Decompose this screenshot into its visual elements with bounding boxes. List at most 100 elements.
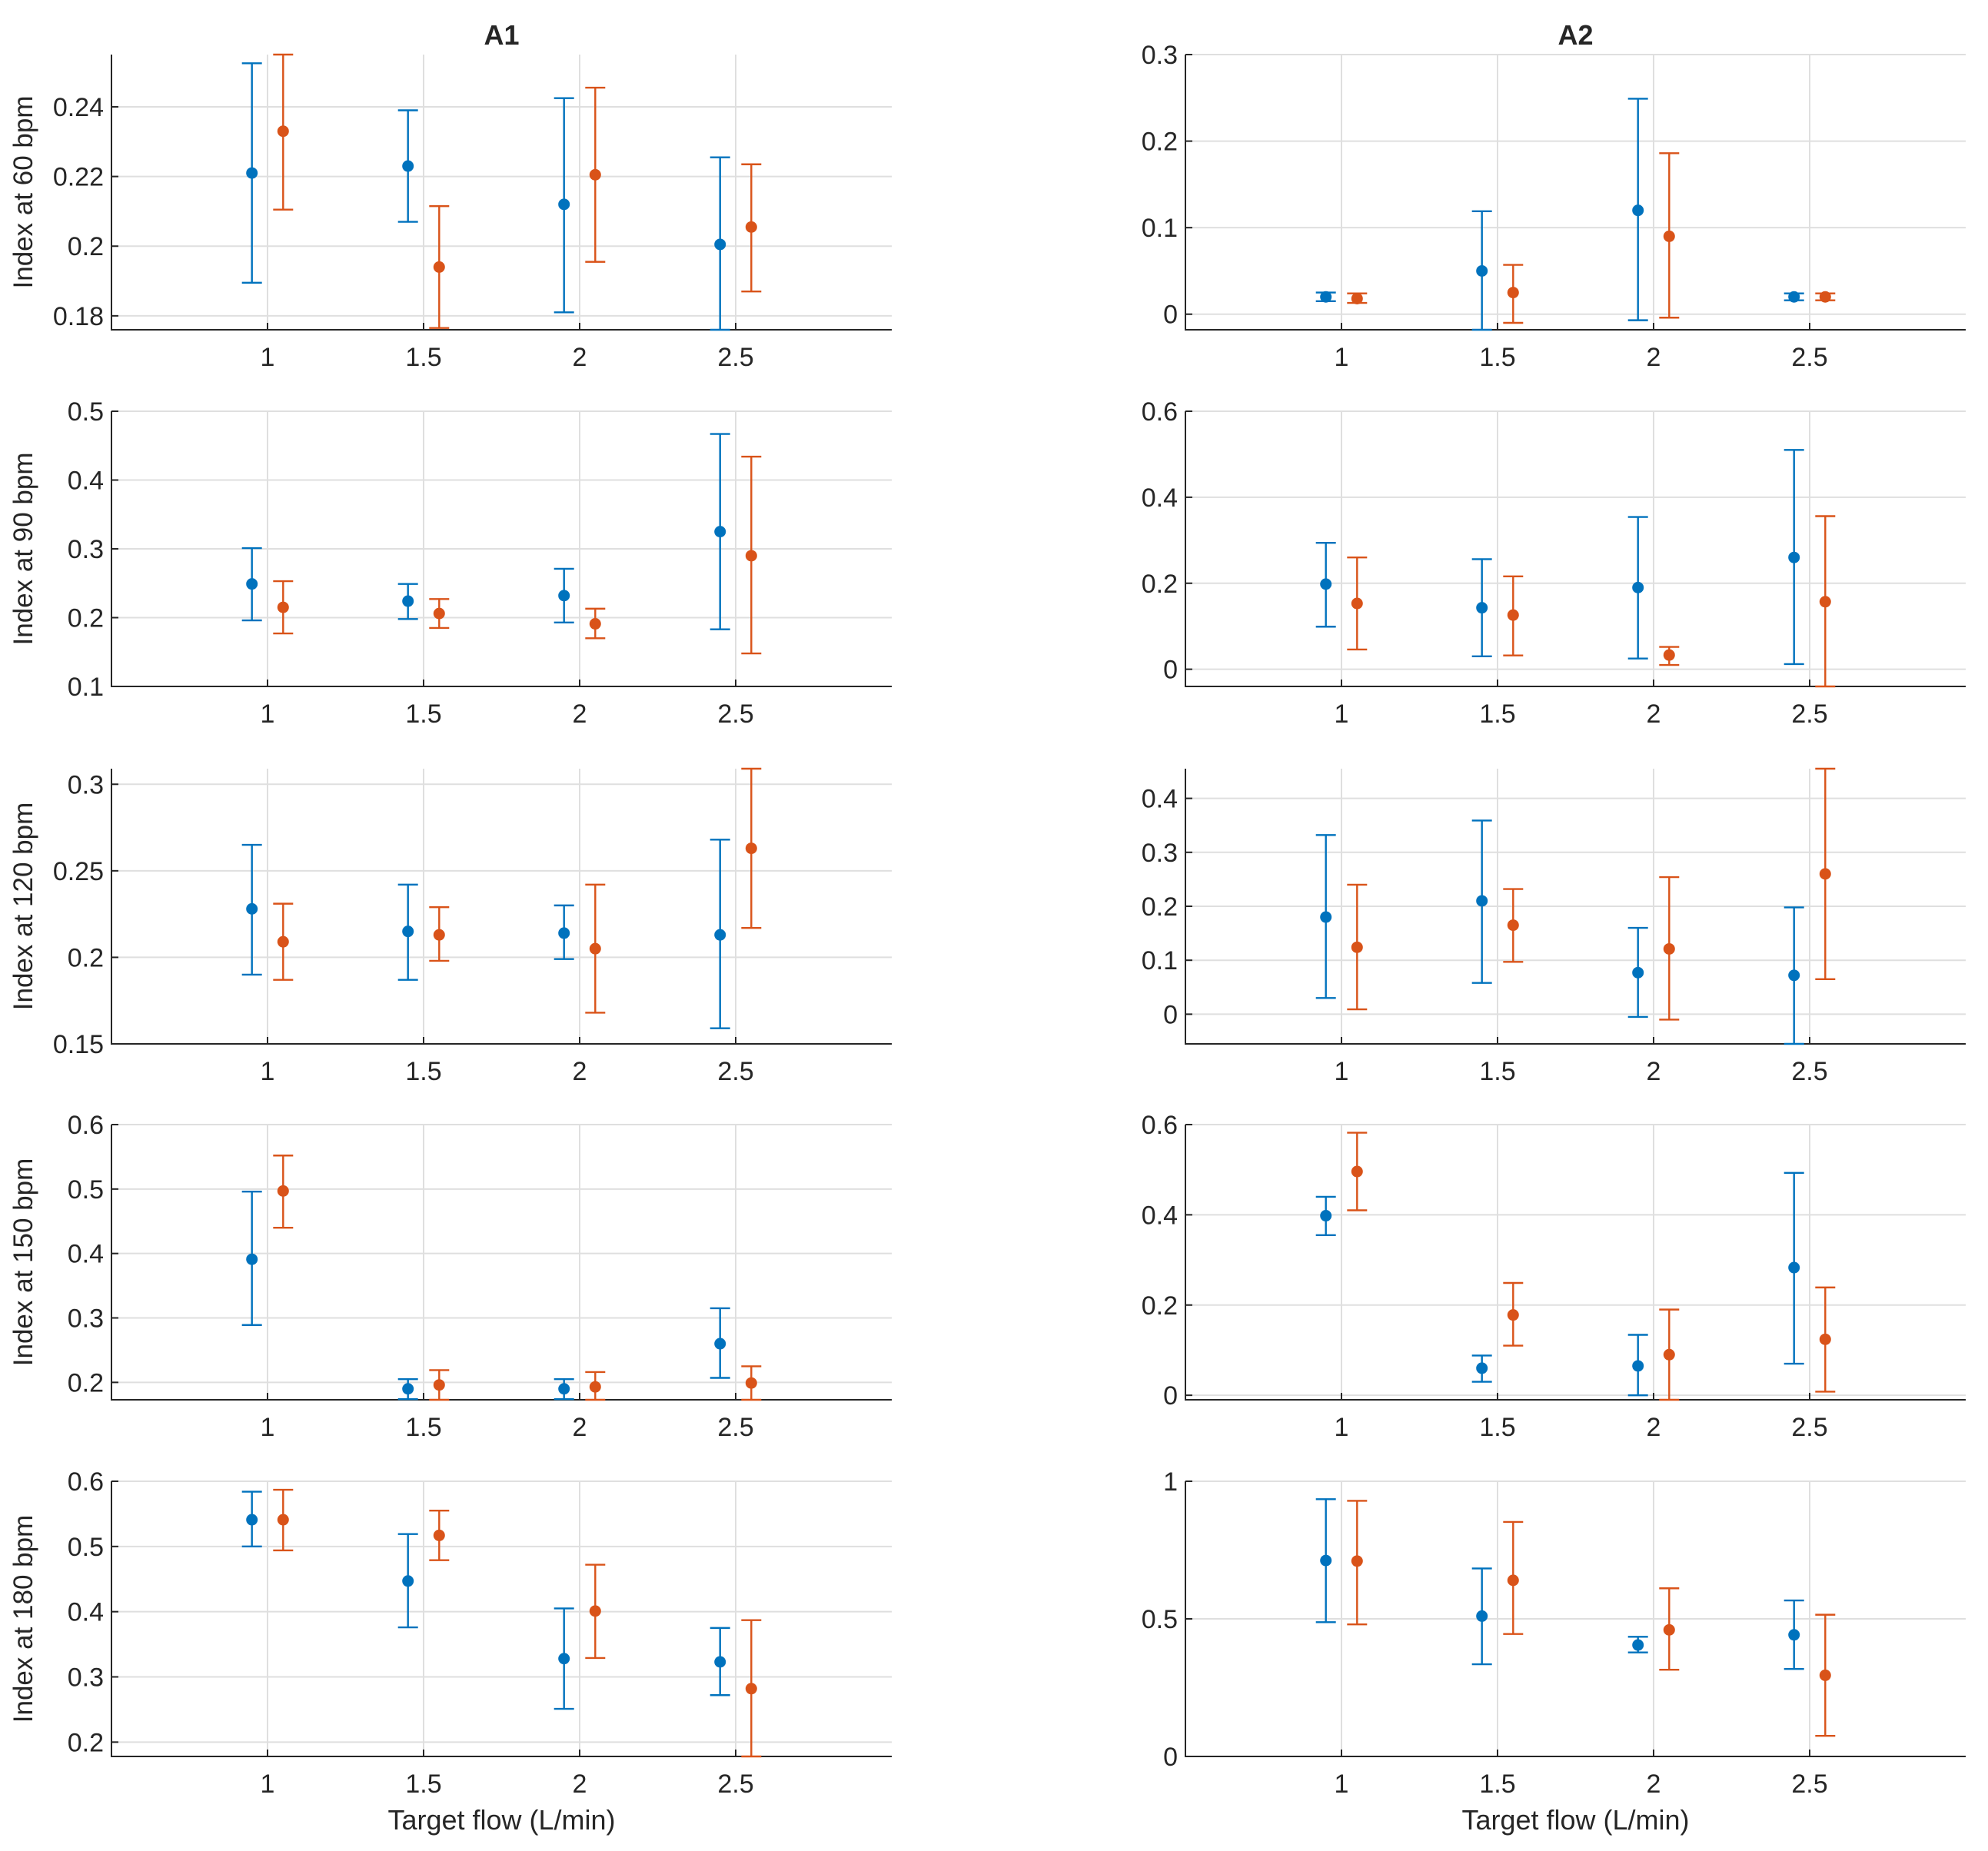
mean-marker (1632, 1360, 1644, 1372)
mean-marker (1507, 1574, 1519, 1587)
mean-marker (402, 1575, 414, 1587)
axes-frame (1185, 1125, 1966, 1401)
mean-marker (558, 1653, 570, 1665)
mean-marker (558, 927, 570, 939)
y-tick-label: 0.2 (1142, 128, 1178, 157)
y-tick-label: 1 (1163, 1467, 1178, 1497)
x-tick-label: 2 (1647, 1057, 1661, 1086)
mean-marker (402, 1383, 414, 1395)
y-tick-label: 0.18 (53, 302, 104, 331)
series-1 (1315, 449, 1804, 666)
y-tick-label: 0.3 (68, 535, 104, 564)
mean-marker (1632, 966, 1644, 979)
y-tick-label: 0.4 (1142, 484, 1178, 513)
mean-marker (402, 160, 414, 172)
mean-marker (745, 1377, 757, 1389)
mean-marker (745, 1683, 757, 1695)
x-tick-label: 1 (1335, 1057, 1349, 1086)
y-tick-label: 0.2 (68, 1728, 104, 1757)
mean-marker (1819, 868, 1831, 880)
mean-marker (1663, 1623, 1675, 1636)
series-2 (273, 767, 762, 1014)
series-2 (273, 53, 762, 329)
axes-frame (111, 55, 892, 331)
mean-marker (589, 618, 601, 630)
mean-marker (1476, 1610, 1488, 1622)
mean-marker (1351, 941, 1363, 953)
series-2 (1347, 152, 1836, 324)
mean-marker (1476, 264, 1488, 277)
mean-marker (1351, 1165, 1363, 1178)
x-tick-label: 2 (573, 343, 587, 372)
x-tick-label: 1 (261, 1770, 275, 1799)
x-axis-label: Target flow (L/min) (1461, 1804, 1689, 1836)
mean-marker (277, 1514, 289, 1526)
y-tick-label: 0.4 (1142, 1201, 1178, 1230)
subplot-9: 1 1.5 2 2.5 0.2 0.3 0.4 0.5 0.6 Index at 180 bpm T… (8, 1467, 892, 1836)
x-tick-label: 2.5 (1791, 1413, 1827, 1442)
mean-marker (1663, 230, 1675, 242)
y-tick-label: 0.1 (68, 673, 104, 702)
series-2 (273, 455, 762, 655)
series-2 (1347, 1500, 1836, 1737)
mean-marker (1476, 895, 1488, 907)
y-tick-label: 0.2 (1142, 570, 1178, 599)
series-2 (1347, 515, 1836, 688)
mean-marker (1788, 1629, 1800, 1641)
x-tick-label: 1.5 (405, 1057, 441, 1086)
y-tick-label: 0.24 (53, 93, 104, 122)
subplot-10: 1 1.5 2 2.5 0 0.5 1 Target flow (L/min) (1142, 1467, 1966, 1836)
mean-marker (402, 926, 414, 938)
x-tick-label: 1 (1335, 1413, 1349, 1442)
y-tick-label: 0 (1163, 1000, 1178, 1029)
mean-marker (558, 198, 570, 211)
mean-marker (277, 601, 289, 613)
y-axis-label: Index at 150 bpm (8, 1158, 38, 1366)
mean-marker (246, 1253, 258, 1265)
x-tick-label: 1 (1335, 700, 1349, 729)
y-tick-label: 0.5 (1142, 1605, 1178, 1634)
x-tick-label: 1.5 (405, 1413, 441, 1442)
mean-marker (714, 1656, 726, 1668)
subplot-8: 1 1.5 2 2.5 0 0.2 0.4 0.6 (1142, 1111, 1966, 1442)
mean-marker (558, 1383, 570, 1395)
mean-marker (402, 595, 414, 607)
axes-frame (1185, 411, 1966, 687)
x-tick-label: 1 (261, 700, 275, 729)
subplot-1: 1 1.5 2 2.5 0.18 0.2 0.22 0.24 A1 Index at 60 bpm (8, 19, 892, 372)
axes-frame (111, 769, 892, 1045)
mean-marker (714, 238, 726, 251)
x-tick-label: 2 (1647, 1413, 1661, 1442)
series-1 (241, 62, 730, 331)
y-tick-label: 0.3 (1142, 839, 1178, 868)
series-1 (1315, 98, 1804, 331)
x-tick-label: 2.5 (717, 1057, 753, 1086)
mean-marker (589, 1381, 601, 1393)
y-tick-label: 0.25 (53, 857, 104, 886)
mean-marker (1320, 578, 1332, 590)
x-tick-label: 1 (261, 1413, 275, 1442)
mean-marker (1320, 911, 1332, 923)
mean-marker (714, 1338, 726, 1350)
x-tick-label: 1.5 (405, 343, 441, 372)
series-2 (1347, 1132, 1836, 1401)
axes-frame (1185, 769, 1966, 1045)
y-tick-label: 0.3 (68, 770, 104, 799)
mean-marker (433, 1529, 445, 1541)
y-tick-label: 0.4 (68, 1240, 104, 1269)
y-tick-label: 0.2 (68, 232, 104, 261)
x-tick-label: 2 (573, 1057, 587, 1086)
mean-marker (558, 590, 570, 602)
mean-marker (1507, 287, 1519, 299)
mean-marker (1819, 1333, 1831, 1345)
series-2 (273, 1155, 762, 1401)
x-tick-label: 2.5 (717, 1413, 753, 1442)
y-tick-label: 0.5 (68, 397, 104, 427)
y-tick-label: 0.22 (53, 163, 104, 192)
mean-marker (745, 221, 757, 233)
mean-marker (246, 1514, 258, 1526)
subplot-4: 1 1.5 2 2.5 0 0.2 0.4 0.6 (1142, 397, 1966, 729)
y-tick-label: 0.2 (1142, 892, 1178, 922)
y-tick-label: 0 (1163, 1381, 1178, 1411)
